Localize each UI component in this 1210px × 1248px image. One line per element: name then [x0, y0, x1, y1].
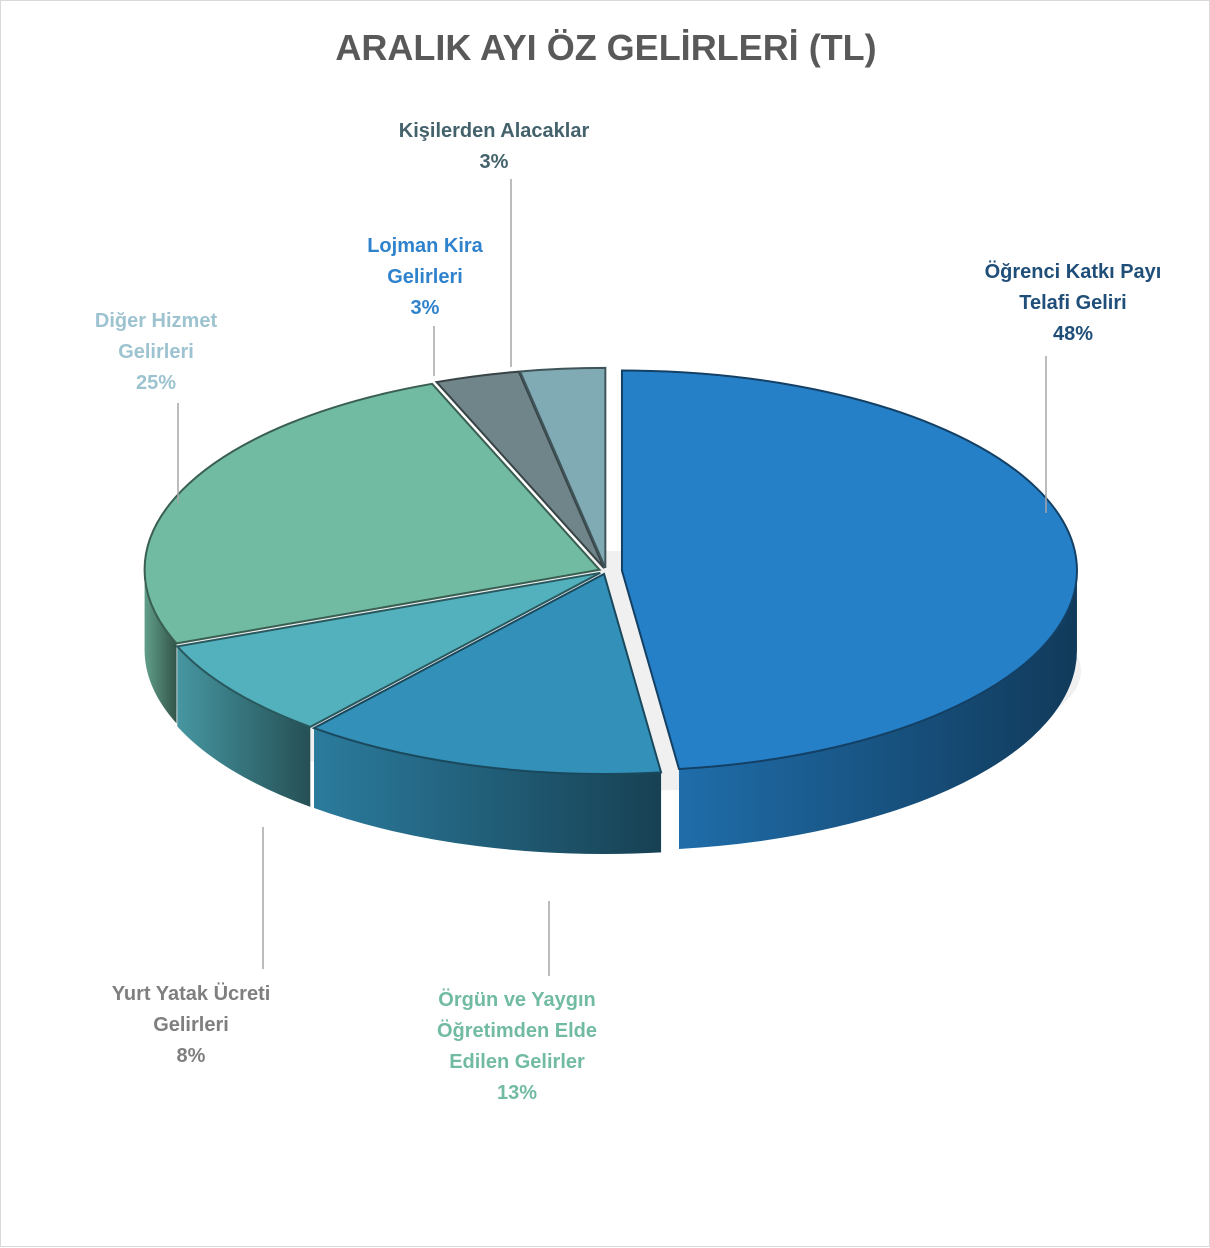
slice — [175, 571, 601, 729]
category-label: Kişilerden Alacaklar — [398, 120, 590, 142]
chart-title: ARALIK AYI ÖZ GELİRLERİ (TL) — [335, 27, 877, 68]
value-label: 48% — [1052, 323, 1094, 345]
value-label: 3% — [479, 151, 509, 173]
slice — [518, 366, 607, 569]
value-label: 13% — [496, 1082, 538, 1104]
slice — [434, 370, 605, 569]
slice-side — [678, 570, 1077, 849]
slice — [143, 382, 602, 645]
data-label: Lojman Kira Gelirleri 3% — [355, 231, 495, 324]
category-label: Örgün ve Yaygın Öğretimden Elde Edilen G… — [436, 989, 598, 1073]
slice — [311, 572, 663, 775]
value-label: 25% — [135, 372, 177, 394]
category-label: Öğrenci Katkı Payı Telafi Geliri — [984, 261, 1162, 314]
data-label: Kişilerden Alacaklar 3% — [354, 116, 634, 178]
category-label: Lojman Kira Gelirleri — [367, 235, 483, 288]
slice-side — [177, 646, 311, 807]
value-label: 8% — [176, 1045, 206, 1067]
slice — [620, 369, 1078, 771]
data-label: Öğrenci Katkı Payı Telafi Geliri 48% — [963, 257, 1183, 350]
category-label: Diğer Hizmet Gelirleri — [94, 310, 218, 363]
slice-side — [314, 728, 662, 854]
data-label: Diğer Hizmet Gelirleri 25% — [76, 306, 236, 399]
category-label: Yurt Yatak Ücreti Gelirleri — [111, 983, 271, 1036]
data-label: Yurt Yatak Ücreti Gelirleri 8% — [76, 979, 306, 1072]
data-label: Örgün ve Yaygın Öğretimden Elde Edilen G… — [407, 985, 627, 1109]
value-label: 3% — [410, 297, 440, 319]
